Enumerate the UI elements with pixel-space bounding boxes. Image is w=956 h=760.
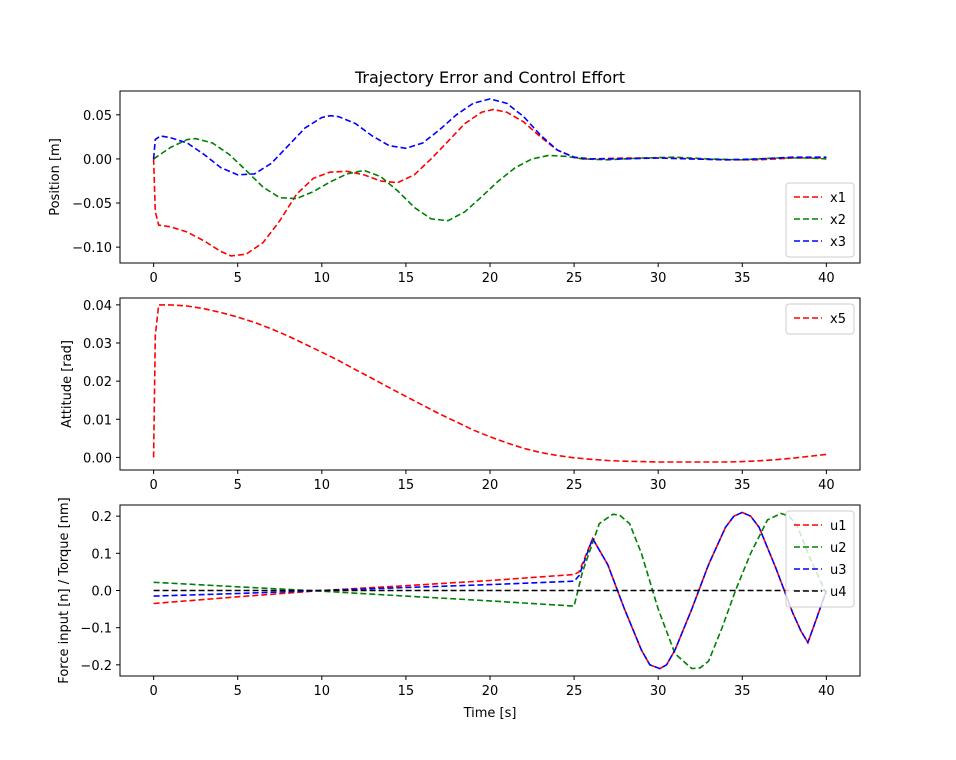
x-tick-label: 15 <box>398 684 415 699</box>
chart-title: Trajectory Error and Control Effort <box>354 68 625 87</box>
legend-label-x3: x3 <box>830 235 846 250</box>
y-axis-label: Attitude [rad] <box>60 340 75 428</box>
x-axis-label: Time [s] <box>463 706 517 721</box>
legend: x1 x2 x3 <box>785 182 855 258</box>
y-tick-label: 0.2 <box>91 510 112 525</box>
y-tick-label: −0.10 <box>72 241 112 256</box>
legend-label-x1: x1 <box>830 191 846 206</box>
attitude-subplot: 0 5 10 15 20 25 30 35 40 0.00 0.01 0.02 0.03 0.04 Atti… <box>60 297 861 493</box>
y-tick-label: 0.01 <box>83 413 112 428</box>
legend-label-u2: u2 <box>830 541 847 556</box>
y-tick-label: 0.02 <box>83 375 112 390</box>
control-effort-subplot: 0 5 10 15 20 25 30 35 40 −0.2 −0.1 0.0 0.1 0.2 Force i… <box>57 497 861 721</box>
legend: x5 <box>785 303 855 335</box>
y-tick-label: −0.05 <box>72 197 112 212</box>
legend: u1 u2 u3 u4 <box>785 510 855 608</box>
position-subplot: 0 5 10 15 20 25 30 35 40 −0.10 −0.05 0.00 0.05 Trajec… <box>48 68 861 286</box>
legend-box <box>785 303 855 335</box>
y-tick-label: 0.05 <box>83 109 112 124</box>
x-tick-label: 20 <box>482 684 499 699</box>
x-tick-label: 10 <box>314 271 331 286</box>
y-tick-label: 0.03 <box>83 337 112 352</box>
legend-label-u1: u1 <box>830 519 847 534</box>
x-tick-label: 0 <box>149 684 157 699</box>
x-tick-label: 35 <box>734 684 751 699</box>
legend-label-u4: u4 <box>830 585 847 600</box>
x-tick-label: 40 <box>818 684 835 699</box>
y-tick-label: 0.0 <box>91 585 112 600</box>
x-tick-label: 20 <box>482 478 499 493</box>
series-line-x5 <box>152 304 827 463</box>
x-tick-label: 40 <box>818 478 835 493</box>
y-tick-label: 0.04 <box>83 299 112 314</box>
x-tick-label: 35 <box>734 478 751 493</box>
plot-area <box>119 297 861 471</box>
legend-label-u3: u3 <box>830 563 847 578</box>
series-line-x2 <box>153 137 827 222</box>
legend-box <box>785 182 855 258</box>
x-tick-label: 15 <box>398 478 415 493</box>
x-tick-label: 25 <box>566 684 583 699</box>
x-tick-label: 0 <box>149 271 157 286</box>
x-tick-label: 30 <box>650 271 667 286</box>
series-line-u3 <box>153 511 828 670</box>
x-tick-label: 20 <box>482 271 499 286</box>
x-tick-label: 10 <box>314 478 331 493</box>
x-tick-label: 35 <box>734 271 751 286</box>
y-tick-label: −0.2 <box>80 659 112 674</box>
series-line-x3 <box>152 98 827 176</box>
y-tick-label: 0.1 <box>91 547 112 562</box>
y-axis-label: Position [m] <box>48 138 63 216</box>
plot-area <box>119 90 861 264</box>
legend-box <box>785 510 855 608</box>
y-tick-label: −0.1 <box>80 622 112 637</box>
y-tick-label: 0.00 <box>83 451 112 466</box>
legend-label-x5: x5 <box>830 312 846 327</box>
y-tick-label: 0.00 <box>83 153 112 168</box>
y-axis-label: Force input [n] / Torque [nm] <box>57 497 72 683</box>
x-tick-label: 30 <box>650 478 667 493</box>
x-tick-label: 40 <box>818 271 835 286</box>
x-tick-label: 5 <box>234 478 242 493</box>
x-tick-label: 25 <box>566 271 583 286</box>
x-tick-label: 30 <box>650 684 667 699</box>
x-tick-label: 5 <box>234 271 242 286</box>
x-tick-label: 0 <box>149 478 157 493</box>
x-tick-label: 15 <box>398 271 415 286</box>
x-tick-label: 10 <box>314 684 331 699</box>
x-tick-label: 5 <box>234 684 242 699</box>
x-tick-label: 25 <box>566 478 583 493</box>
series-line-u2 <box>153 512 828 670</box>
legend-label-x2: x2 <box>830 213 846 228</box>
